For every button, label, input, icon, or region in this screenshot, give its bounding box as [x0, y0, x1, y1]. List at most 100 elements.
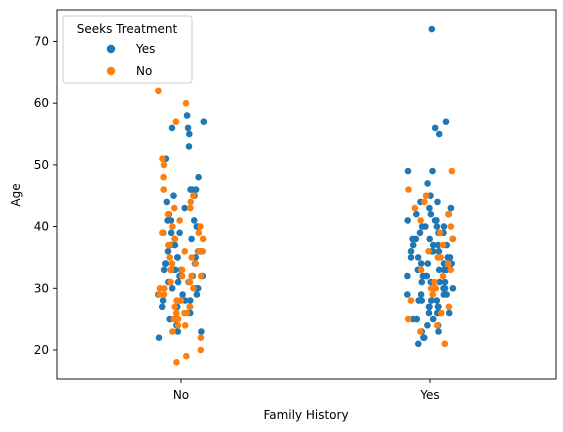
y-tick-label-70: 70	[34, 34, 49, 48]
data-point-no-13	[197, 223, 204, 230]
data-point-no-21	[181, 248, 189, 255]
data-point-no-2	[172, 118, 180, 125]
data-point-yes-155	[444, 254, 452, 261]
data-point-yes-137	[424, 322, 431, 329]
data-point-no-11	[164, 210, 172, 218]
data-point-no-32	[186, 278, 193, 286]
data-point-no-70	[425, 248, 432, 255]
plot-area-frame	[56, 9, 557, 380]
data-point-no-3	[159, 155, 166, 162]
data-point-no-87	[427, 285, 435, 292]
data-point-no-73	[417, 266, 425, 274]
data-point-yes-47	[159, 297, 167, 304]
data-point-no-35	[190, 285, 197, 292]
legend-marker-yes	[106, 44, 116, 54]
y-tick-label-60: 60	[34, 96, 49, 110]
data-point-no-46	[174, 322, 182, 329]
data-point-no-82	[433, 322, 441, 329]
data-point-yes-88	[433, 223, 441, 230]
data-point-no-58	[197, 272, 205, 280]
x-tick-label-yes: Yes	[419, 388, 439, 402]
data-point-yes-43	[168, 285, 176, 292]
data-point-no-72	[444, 260, 452, 267]
data-point-yes-3	[200, 118, 208, 125]
data-point-yes-102	[407, 248, 415, 255]
data-point-yes-106	[424, 260, 432, 267]
data-point-no-20	[166, 241, 173, 249]
data-point-no-49	[197, 334, 205, 342]
data-point-yes-74	[404, 167, 412, 175]
data-point-yes-17	[190, 217, 198, 224]
data-point-no-74	[439, 272, 447, 280]
data-point-no-76	[432, 285, 440, 292]
data-point-no-5	[160, 173, 167, 181]
data-point-yes-71	[442, 118, 450, 125]
data-point-no-7	[190, 192, 197, 199]
data-point-no-81	[404, 315, 412, 323]
data-point-no-48	[169, 328, 176, 335]
data-point-yes-92	[416, 229, 424, 237]
data-point-yes-139	[435, 328, 442, 335]
data-point-yes-14	[181, 204, 188, 212]
data-point-no-33	[167, 278, 174, 286]
data-point-no-66	[447, 223, 455, 230]
data-point-yes-141	[421, 334, 428, 342]
data-point-no-37	[160, 291, 168, 298]
data-point-yes-115	[418, 278, 426, 286]
data-point-yes-59	[155, 334, 163, 342]
data-point-no-23	[166, 254, 173, 261]
data-point-no-6	[160, 186, 167, 193]
data-point-yes-151	[418, 297, 426, 304]
data-point-yes-111	[440, 266, 448, 274]
data-point-no-77	[429, 291, 437, 298]
data-point-yes-105	[414, 254, 422, 261]
y-axis-title: Age	[9, 183, 23, 206]
data-point-no-53	[195, 248, 202, 255]
data-point-no-14	[169, 223, 176, 230]
data-point-yes-144	[409, 235, 416, 243]
data-point-no-36	[156, 291, 163, 298]
y-tick-label-20: 20	[34, 343, 49, 357]
data-point-yes-142	[415, 340, 422, 348]
legend-marker-no	[106, 66, 116, 76]
data-point-yes-126	[433, 297, 441, 304]
data-point-no-47	[181, 322, 189, 329]
data-point-no-9	[187, 204, 194, 212]
data-point-yes-72	[431, 124, 439, 132]
data-point-yes-40	[174, 278, 182, 286]
data-point-yes-57	[198, 328, 205, 335]
data-point-yes-80	[426, 204, 433, 212]
data-point-yes-86	[404, 217, 412, 224]
data-point-yes-46	[186, 297, 194, 304]
data-point-yes-70	[428, 25, 436, 33]
y-axis: 20 30 40 50 60 70	[34, 34, 57, 357]
data-point-yes-45	[193, 291, 201, 298]
data-point-yes-135	[413, 315, 421, 323]
x-tick-label-no: No	[173, 388, 189, 402]
data-point-yes-5	[185, 143, 193, 150]
data-point-no-18	[199, 235, 207, 243]
data-point-no-29	[188, 272, 195, 280]
data-point-yes-11	[170, 192, 177, 199]
data-point-no-64	[445, 210, 452, 218]
data-point-no-28	[178, 266, 186, 274]
data-point-no-75	[431, 278, 438, 286]
y-tick-label-50: 50	[34, 158, 49, 172]
data-point-yes-104	[407, 254, 415, 261]
data-point-no-0	[155, 87, 162, 95]
data-point-yes-78	[434, 198, 441, 206]
data-point-yes-73	[435, 130, 443, 138]
data-point-no-79	[445, 303, 453, 311]
data-point-yes-32	[162, 260, 169, 267]
data-point-yes-58	[174, 328, 182, 335]
data-point-yes-131	[445, 309, 453, 317]
data-point-no-67	[436, 229, 444, 237]
data-point-yes-128	[434, 303, 442, 311]
data-point-yes-44	[179, 291, 186, 298]
data-point-no-25	[168, 260, 176, 267]
data-point-no-85	[437, 254, 444, 261]
data-point-no-52	[173, 359, 180, 366]
data-point-yes-150	[440, 291, 448, 298]
